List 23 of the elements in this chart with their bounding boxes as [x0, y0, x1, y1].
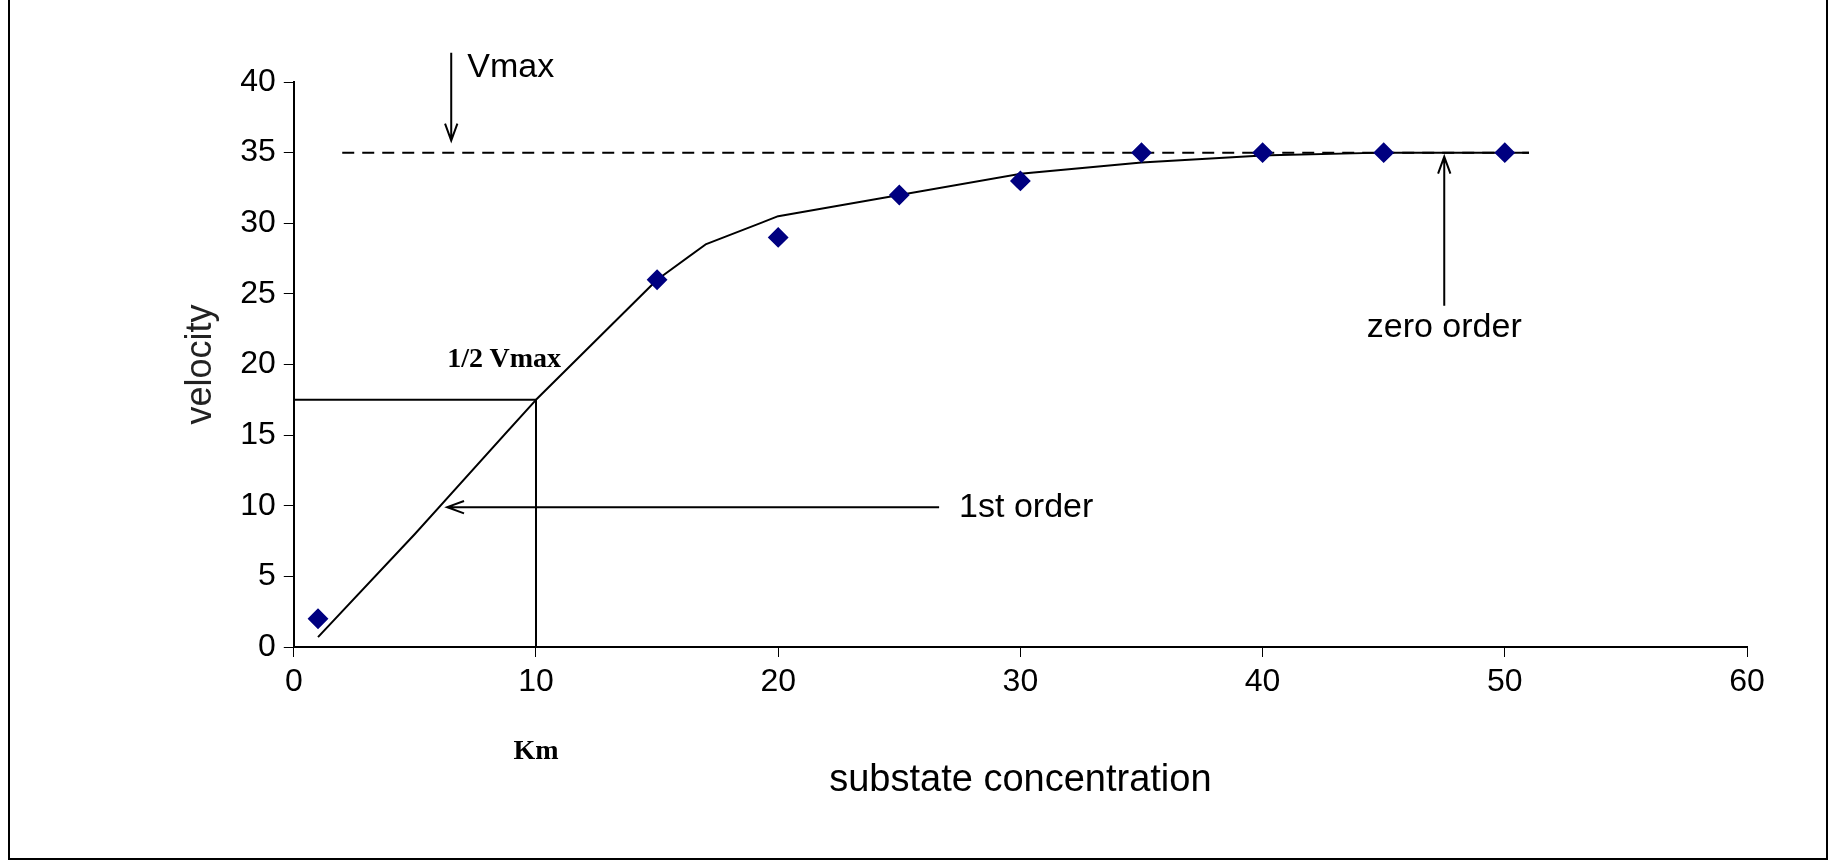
ref-line-label: Vmax [467, 46, 555, 84]
x-tick-label: 60 [1729, 662, 1765, 699]
y-tick-label: 20 [240, 344, 276, 381]
annotation: 1/2 Vmax [447, 342, 561, 374]
text: Km [513, 734, 559, 766]
y-tick-label: 10 [240, 485, 276, 522]
y-tick-label: 15 [240, 414, 276, 451]
annotation: 1st order [959, 485, 1094, 524]
y-tick-label: 35 [240, 132, 276, 169]
x-tick-label: 0 [284, 662, 303, 699]
x-tick-label: 10 [518, 662, 554, 699]
x-tick-label: 50 [1487, 662, 1523, 699]
x-axis-title: substate concentration [829, 756, 1212, 799]
x-tick-label: 40 [1244, 662, 1281, 699]
y-tick-label: 25 [240, 273, 276, 310]
y-axis-title: velocity [177, 304, 219, 425]
x-tick-label: 20 [760, 662, 796, 699]
y-tick-label: 40 [240, 61, 276, 98]
x-tick-label: 30 [1002, 662, 1039, 699]
annotation: zero order [1366, 306, 1522, 344]
y-tick-label: 0 [258, 626, 276, 663]
y-tick-label: 5 [258, 556, 276, 593]
y-tick-label: 30 [240, 203, 276, 240]
